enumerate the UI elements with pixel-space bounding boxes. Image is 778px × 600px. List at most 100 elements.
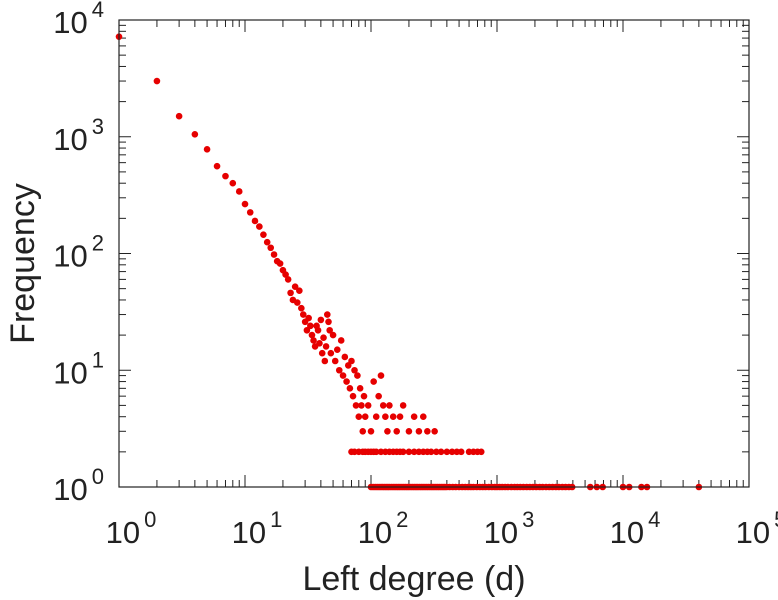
data-point (351, 366, 358, 374)
y-tick-label-base: 10 (53, 472, 87, 507)
data-point (222, 172, 229, 180)
y-tick-label: 10 4 (53, 0, 104, 40)
y-tick-label-base: 10 (53, 5, 87, 40)
data-point (175, 112, 183, 120)
data-point (343, 378, 350, 385)
x-tick-label-base: 10 (484, 515, 518, 550)
x-tick-label: 10 1 (232, 507, 283, 550)
data-point (341, 353, 349, 361)
data-point (364, 402, 372, 409)
data-point (326, 326, 333, 334)
data-point (270, 251, 278, 258)
data-point (433, 448, 440, 456)
data-point (358, 402, 365, 409)
data-point (327, 349, 335, 357)
x-tick-label-base: 10 (106, 515, 140, 550)
data-point (282, 271, 289, 278)
data-point (361, 413, 369, 421)
data-point (317, 316, 325, 324)
data-point (267, 244, 275, 252)
data-point (235, 188, 243, 195)
data-point (318, 349, 326, 357)
data-point (386, 402, 393, 409)
y-tick-label: 10 1 (53, 347, 104, 390)
y-tick-label: 10 3 (53, 114, 104, 157)
data-point (419, 413, 427, 421)
data-point (424, 428, 431, 435)
data-point (379, 402, 387, 409)
data-point (291, 283, 299, 290)
x-tick-label-base: 10 (736, 515, 770, 550)
x-tick-label-base: 10 (610, 515, 644, 550)
data-point (399, 402, 407, 409)
plot-frame (118, 19, 750, 488)
y-axis-label: Frequency (4, 183, 42, 344)
x-tick-label: 10 2 (358, 507, 409, 550)
data-point (276, 260, 284, 267)
data-point (335, 366, 343, 374)
y-tick-label-exponent: 1 (92, 347, 104, 372)
y-tick-label-base: 10 (53, 355, 87, 390)
data-point (329, 331, 337, 339)
data-point (405, 428, 413, 435)
data-point (333, 346, 341, 353)
data-point (307, 322, 314, 330)
data-point (355, 413, 363, 421)
data-point (299, 311, 307, 318)
y-tick-label-base: 10 (53, 239, 87, 274)
data-point (284, 276, 292, 283)
y-tick-label-exponent: 2 (92, 231, 104, 256)
data-point (405, 448, 413, 456)
x-tick-label-base: 10 (232, 515, 266, 550)
data-point (393, 428, 401, 435)
x-tick-label-exponent: 2 (396, 507, 408, 532)
data-point (410, 448, 418, 456)
x-tick-label-exponent: 5 (774, 507, 778, 532)
data-point (443, 448, 451, 456)
data-point (457, 448, 465, 456)
data-point (316, 340, 323, 347)
x-tick-label-base: 10 (358, 515, 392, 550)
data-point (389, 413, 397, 421)
y-tick-label-exponent: 3 (92, 114, 104, 139)
data-point (310, 337, 317, 344)
data-point (203, 146, 211, 153)
data-point (213, 162, 221, 170)
data-point (348, 357, 355, 365)
data-point (359, 428, 367, 435)
x-axis-label: Left degree (d) (302, 560, 525, 598)
x-tick-label: 105 (736, 507, 778, 550)
x-tick-label: 10 3 (484, 507, 535, 550)
y-tick-label-exponent: 0 (92, 464, 104, 489)
data-point (314, 326, 322, 334)
data-point (320, 334, 327, 342)
tick-labels: 100101102103104105100101102103104 (53, 0, 778, 550)
data-point (287, 289, 294, 297)
x-tick-label: 10 4 (610, 507, 661, 550)
axis-ticks (118, 20, 749, 488)
data-point (337, 337, 345, 344)
x-tick-label-exponent: 4 (648, 507, 660, 532)
data-point (241, 200, 249, 208)
data-point (377, 372, 385, 379)
y-tick-label-base: 10 (53, 122, 87, 157)
data-point (349, 392, 357, 400)
data-point (339, 372, 347, 379)
data-point (298, 304, 305, 312)
data-point (321, 357, 329, 365)
data-point (384, 428, 391, 435)
data-point (427, 448, 435, 456)
data-point (410, 413, 418, 421)
data-point (153, 77, 161, 85)
data-point (352, 402, 360, 409)
y-tick-label: 10 2 (53, 231, 104, 274)
data-point (346, 385, 354, 392)
data-point (372, 413, 380, 421)
x-tick-label: 10 0 (106, 507, 157, 550)
data-point (256, 223, 263, 230)
data-point (372, 448, 380, 456)
data-point (477, 448, 485, 456)
data-point (296, 287, 303, 295)
